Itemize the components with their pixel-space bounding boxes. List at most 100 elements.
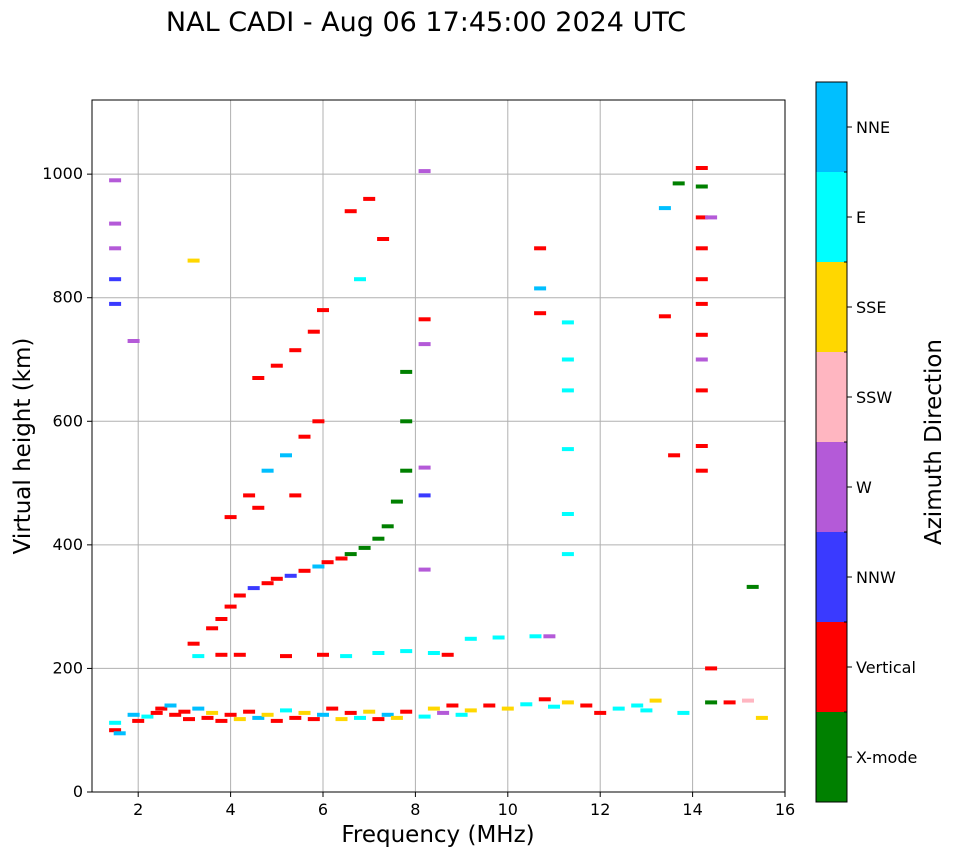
- echo-point: [363, 709, 376, 714]
- echo-point: [631, 703, 644, 708]
- echo-point: [178, 709, 191, 714]
- echo-point: [381, 712, 394, 717]
- colorbar-tick-label: Vertical: [856, 658, 916, 677]
- echo-point: [418, 317, 431, 322]
- echo-point: [668, 453, 681, 458]
- echo-point: [270, 718, 283, 723]
- plot-area-frame: [91, 99, 786, 793]
- echo-point: [561, 700, 574, 705]
- echo-point: [400, 468, 413, 473]
- colorbar-tick-label: NNW: [856, 568, 896, 587]
- echo-point: [594, 710, 607, 715]
- colorbar-tick-label: NNE: [856, 118, 890, 137]
- colorbar-segment: [816, 262, 847, 352]
- echo-point: [695, 444, 708, 448]
- echo-point: [464, 636, 477, 641]
- echo-point: [501, 706, 514, 711]
- echo-point: [321, 560, 334, 565]
- x-tick-label: 14: [682, 800, 702, 819]
- echo-point: [418, 493, 431, 498]
- echo-point: [418, 714, 431, 719]
- echo-point: [483, 703, 496, 708]
- echo-point: [612, 706, 625, 711]
- echo-point: [298, 568, 311, 573]
- echo-point: [215, 617, 228, 621]
- x-tick-label: 2: [133, 800, 143, 819]
- echo-point: [298, 434, 311, 439]
- echo-point: [695, 357, 708, 362]
- y-tick-label: 0: [73, 782, 83, 801]
- echo-point: [723, 700, 736, 705]
- echo-point: [284, 573, 297, 578]
- echo-point: [183, 717, 195, 722]
- echo-point: [534, 246, 547, 251]
- echo-point: [695, 332, 708, 337]
- colorbar-segment: [816, 532, 847, 622]
- echo-point: [695, 246, 708, 251]
- echo-point: [326, 706, 339, 711]
- echo-point: [224, 515, 237, 520]
- echo-point: [561, 388, 574, 393]
- echo-point: [520, 702, 533, 707]
- echo-point: [543, 634, 556, 639]
- echo-point: [215, 718, 228, 723]
- echo-point: [233, 652, 246, 657]
- echo-point: [400, 649, 413, 654]
- echo-point: [455, 712, 468, 717]
- echo-point: [289, 715, 302, 720]
- echo-point: [363, 196, 376, 201]
- colorbar-tick-label: SSE: [856, 298, 886, 317]
- echo-point: [224, 712, 237, 717]
- echo-point: [201, 715, 214, 720]
- echo-point: [127, 339, 140, 343]
- x-tick-label: 8: [410, 800, 420, 819]
- echo-point: [548, 704, 560, 709]
- echo-point: [280, 708, 292, 713]
- colorbar-segment: [816, 622, 847, 712]
- colorbar-segment: [816, 352, 847, 442]
- echo-point: [705, 215, 718, 220]
- echo-point: [317, 308, 329, 313]
- echo-point: [261, 712, 274, 717]
- x-tick-label: 6: [318, 800, 328, 819]
- echo-point: [400, 419, 413, 424]
- x-tick-label: 16: [775, 800, 795, 819]
- colorbar-frame: [815, 81, 848, 803]
- echo-point: [464, 708, 477, 713]
- echo-points: [109, 166, 768, 736]
- echo-point: [109, 720, 122, 725]
- echo-point: [109, 728, 122, 733]
- echo-point: [695, 215, 708, 220]
- echo-point: [400, 709, 413, 714]
- colorbar-tick-label: X-mode: [856, 748, 917, 767]
- echo-point: [192, 654, 205, 659]
- echo-point: [354, 277, 366, 282]
- y-axis-label: Virtual height (km): [10, 338, 36, 555]
- echo-point: [418, 169, 431, 174]
- echo-point: [695, 277, 708, 282]
- echo-point: [270, 576, 283, 581]
- echo-point: [418, 567, 431, 572]
- echo-point: [233, 717, 246, 722]
- echo-point: [280, 453, 292, 458]
- echo-point: [381, 524, 394, 529]
- echo-point: [658, 314, 671, 319]
- echo-point: [390, 499, 403, 504]
- echo-point: [446, 703, 459, 708]
- colorbar-segment: [816, 172, 847, 262]
- echo-point: [132, 718, 145, 723]
- echo-point: [141, 714, 154, 719]
- echo-point: [247, 586, 260, 591]
- echo-point: [289, 348, 302, 353]
- echo-point: [317, 652, 329, 657]
- x-tick-label: 12: [590, 800, 610, 819]
- echo-point: [289, 493, 302, 498]
- echo-point: [192, 706, 205, 711]
- echo-point: [270, 363, 283, 368]
- echo-point: [695, 301, 708, 306]
- echo-point: [441, 652, 454, 657]
- echo-point: [658, 206, 671, 211]
- echo-point: [109, 277, 122, 282]
- echo-point: [418, 342, 431, 347]
